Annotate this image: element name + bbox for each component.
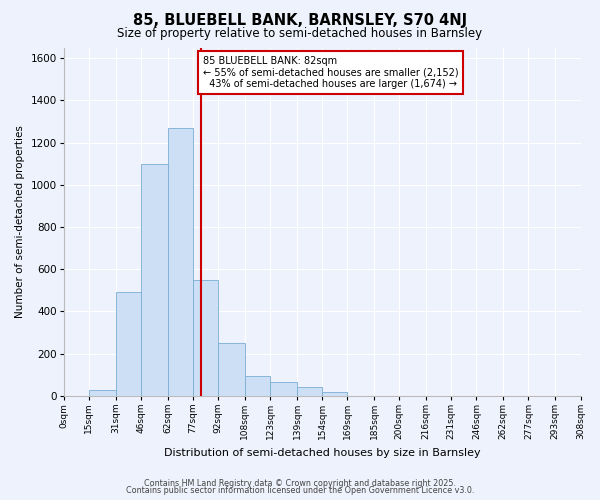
Text: 85, BLUEBELL BANK, BARNSLEY, S70 4NJ: 85, BLUEBELL BANK, BARNSLEY, S70 4NJ [133,12,467,28]
Bar [116,292,141,396]
Bar [141,164,168,396]
Bar [218,343,245,396]
Bar [270,382,297,396]
Y-axis label: Number of semi-detached properties: Number of semi-detached properties [15,125,25,318]
Bar [297,388,322,396]
Text: 85 BLUEBELL BANK: 82sqm
← 55% of semi-detached houses are smaller (2,152)
  43% : 85 BLUEBELL BANK: 82sqm ← 55% of semi-de… [203,56,458,89]
Bar [245,376,270,396]
Text: Size of property relative to semi-detached houses in Barnsley: Size of property relative to semi-detach… [118,28,482,40]
Text: Contains public sector information licensed under the Open Government Licence v3: Contains public sector information licen… [126,486,474,495]
Bar [89,390,116,396]
Bar [322,392,347,396]
Text: Contains HM Land Registry data © Crown copyright and database right 2025.: Contains HM Land Registry data © Crown c… [144,478,456,488]
Bar [193,280,218,396]
Bar [168,128,193,396]
X-axis label: Distribution of semi-detached houses by size in Barnsley: Distribution of semi-detached houses by … [164,448,481,458]
